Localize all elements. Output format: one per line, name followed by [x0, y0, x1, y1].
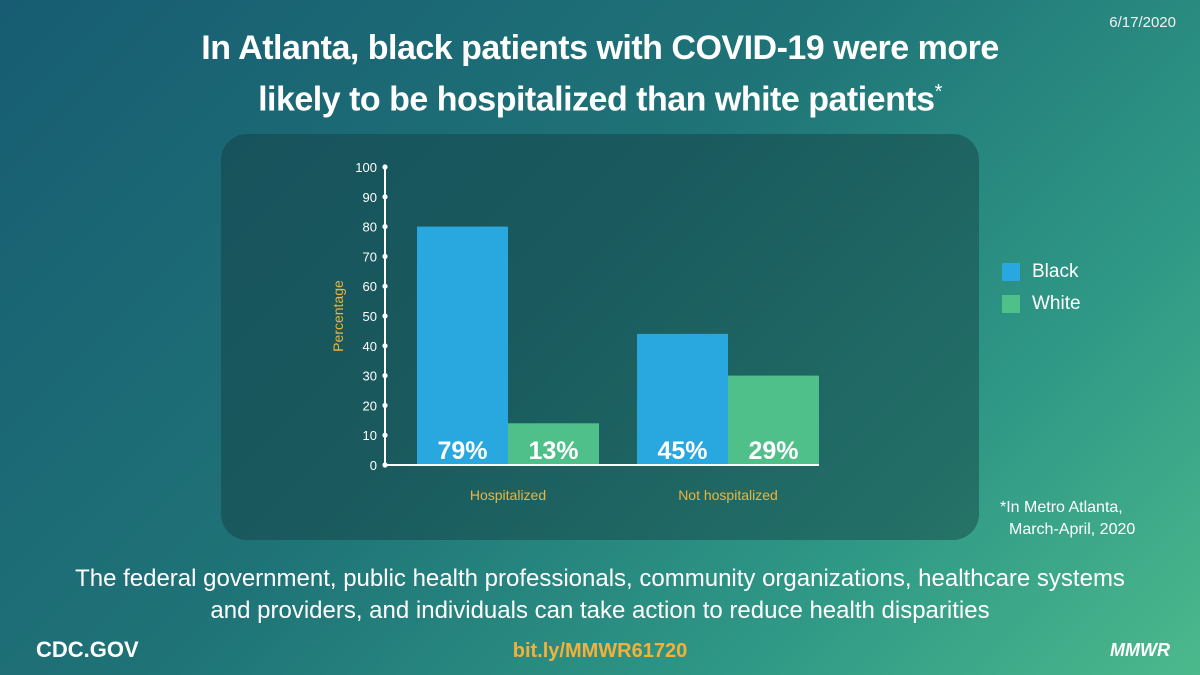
mmwr-logo: MMWR	[1110, 640, 1170, 660]
call-to-action-message: The federal government, public health pr…	[40, 563, 1160, 627]
cdc-gov-link[interactable]: CDC.GOV	[36, 637, 139, 662]
y-tick-label-10: 10	[363, 428, 377, 443]
y-tick-60	[382, 283, 388, 289]
y-tick-20	[382, 402, 388, 408]
footnote-line-1: *In Metro Atlanta,	[1000, 499, 1123, 516]
y-tick-label-50: 50	[363, 309, 377, 324]
y-tick-label-90: 90	[363, 190, 377, 205]
message-line-2: and providers, and individuals can take …	[210, 597, 990, 624]
title-asterisk: *	[934, 81, 943, 103]
y-axis-title: Percentage	[330, 280, 346, 352]
footnote-line-2: March-April, 2020	[1009, 521, 1136, 538]
chart-panel	[221, 134, 979, 540]
page-title: In Atlanta, black patients with COVID-19…	[150, 26, 1050, 121]
y-tick-80	[382, 224, 388, 230]
bar-black-hospitalized	[417, 226, 508, 465]
x-category-label-not-hospitalized: Not hospitalized	[678, 487, 778, 503]
legend-swatch-black	[1002, 263, 1020, 281]
y-tick-label-0: 0	[370, 458, 377, 473]
y-tick-label-70: 70	[363, 249, 377, 264]
y-tick-90	[382, 194, 388, 200]
data-label-white-hospitalized: 13%	[528, 437, 578, 465]
message-line-1: The federal government, public health pr…	[75, 565, 1125, 592]
y-tick-100	[382, 164, 388, 170]
chart-legend: Black White	[1002, 256, 1081, 320]
bar-white-hospitalized	[508, 423, 599, 465]
date-stamp: 6/17/2020	[1109, 14, 1176, 31]
y-tick-label-100: 100	[355, 160, 377, 175]
data-label-white-not-hospitalized: 29%	[748, 437, 798, 465]
mmwr-short-link[interactable]: bit.ly/MMWR61720	[512, 640, 688, 662]
y-tick-label-30: 30	[363, 369, 377, 384]
y-tick-30	[382, 373, 388, 379]
title-line-1: In Atlanta, black patients with COVID-19…	[201, 29, 999, 67]
y-tick-40	[382, 343, 388, 349]
title-line-2-text: likely to be hospitalized than white pat…	[258, 80, 935, 119]
y-tick-50	[382, 313, 388, 319]
y-tick-10	[382, 432, 388, 438]
data-label-black-not-hospitalized: 45%	[657, 437, 707, 465]
legend-label-black: Black	[1032, 261, 1079, 282]
y-tick-label-80: 80	[363, 220, 377, 235]
y-tick-label-20: 20	[363, 398, 377, 413]
x-category-label-hospitalized: Hospitalized	[470, 487, 546, 503]
legend-label-white: White	[1032, 293, 1081, 314]
y-tick-label-40: 40	[363, 339, 377, 354]
legend-item-white: White	[1002, 288, 1081, 320]
y-tick-label-60: 60	[363, 279, 377, 294]
y-tick-70	[382, 253, 388, 259]
bar-white-not-hospitalized	[728, 375, 819, 465]
bar-black-not-hospitalized	[637, 333, 728, 465]
title-line-2: likely to be hospitalized than white pat…	[150, 70, 1050, 121]
data-label-black-hospitalized: 79%	[437, 437, 487, 465]
chart-footnote: *In Metro Atlanta, March-April, 2020	[1000, 497, 1190, 541]
legend-swatch-white	[1002, 295, 1020, 313]
legend-item-black: Black	[1002, 256, 1081, 288]
